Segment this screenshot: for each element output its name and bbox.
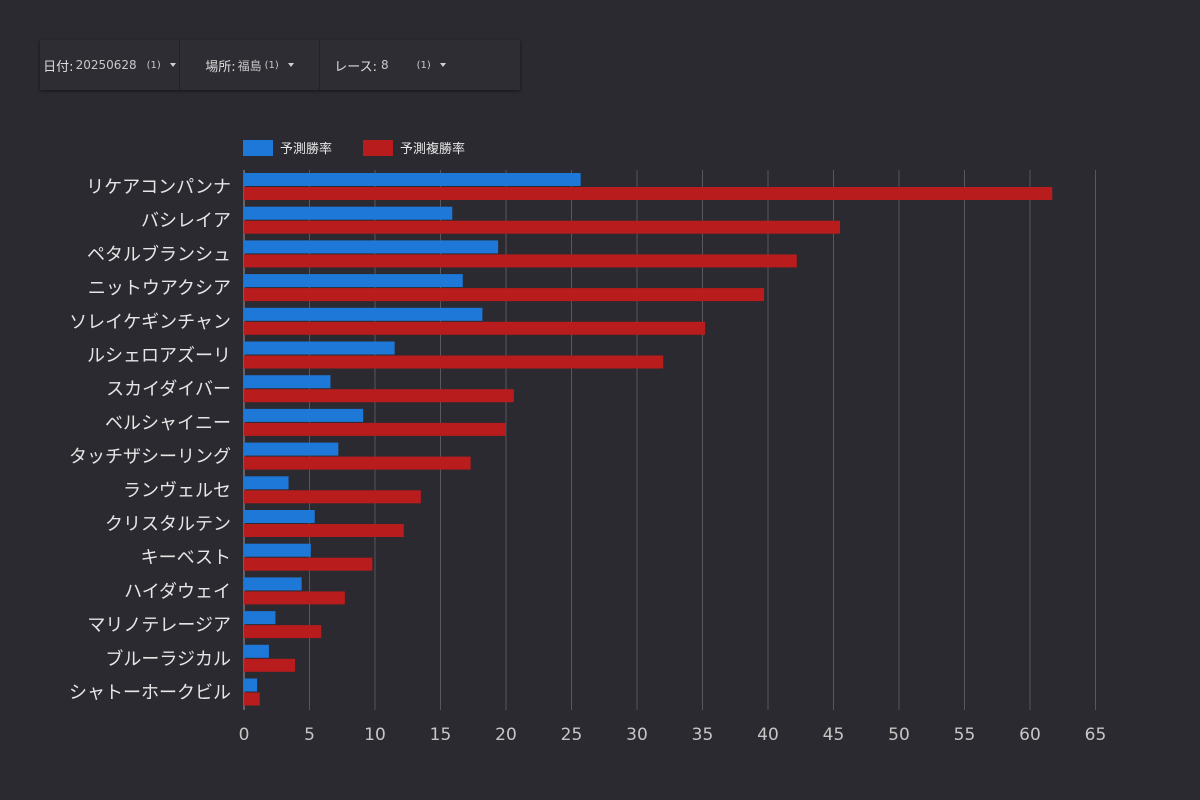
- date-filter-label: 日付:: [43, 59, 74, 75]
- place-rate-bar: [244, 591, 345, 605]
- category-label: クリスタルテン: [105, 514, 231, 535]
- category-label: リケアコンパンナ: [86, 177, 231, 198]
- category-label: ブルーラジカル: [105, 648, 231, 670]
- place-rate-bar: [244, 220, 841, 234]
- win-rate-bar: [244, 341, 395, 355]
- win-rate-bar: [244, 678, 258, 692]
- place-rate-bar: [244, 658, 296, 672]
- caret-down-icon: [439, 63, 446, 67]
- category-label: ルシェロアズーリ: [87, 346, 231, 367]
- win-rate-bar: [244, 408, 364, 422]
- race-filter-value: 8: [380, 58, 389, 72]
- category-label: タッチザシーリング: [69, 447, 231, 468]
- category-label: ペタルブランシュ: [87, 243, 231, 265]
- place-rate-bar: [244, 389, 514, 403]
- win-rate-bar: [244, 543, 311, 557]
- place-rate-bar: [244, 355, 664, 369]
- x-tick-label: 40: [757, 725, 779, 745]
- win-rate-bar: [244, 611, 276, 625]
- legend-label-place: 予測複勝率: [400, 141, 465, 157]
- x-tick-label: 5: [304, 725, 315, 745]
- category-label: ニットウアクシア: [88, 278, 231, 299]
- win-rate-bar: [244, 307, 483, 321]
- race-filter[interactable]: レース: 8 (1): [320, 40, 460, 90]
- category-label: シャトーホークビル: [69, 683, 231, 704]
- win-rate-bar: [244, 274, 463, 288]
- place-rate-bar: [244, 456, 471, 470]
- win-rate-bar: [244, 375, 331, 389]
- category-label: キーベスト: [141, 548, 231, 569]
- place-rate-bar: [244, 557, 373, 571]
- venue-filter-label: 場所:: [205, 59, 236, 75]
- x-tick-label: 60: [1019, 725, 1041, 745]
- place-rate-bar: [244, 254, 797, 268]
- place-rate-bar: [244, 692, 260, 706]
- x-tick-label: 55: [954, 725, 976, 745]
- place-rate-bar: [244, 422, 506, 436]
- place-rate-bar: [244, 321, 706, 335]
- caret-down-icon: [287, 63, 294, 67]
- x-tick-label: 35: [692, 725, 714, 745]
- category-label: マリノテレージア: [87, 615, 231, 636]
- place-rate-bar: [244, 524, 404, 537]
- date-filter[interactable]: 日付: 20250628 (1): [40, 40, 180, 90]
- category-label: バシレイア: [141, 211, 231, 232]
- legend-label-win: 予測勝率: [280, 141, 332, 157]
- filter-bar: 日付: 20250628 (1) 場所: 福島 (1) レース: 8 (1): [40, 40, 520, 90]
- win-rate-bar: [244, 240, 499, 254]
- win-rate-bar: [244, 644, 269, 658]
- category-label: ハイダウェイ: [124, 581, 231, 602]
- legend-swatch-win: [243, 140, 273, 156]
- x-tick-label: 65: [1085, 725, 1107, 745]
- x-tick-label: 20: [495, 725, 517, 745]
- win-rate-bar: [244, 476, 289, 490]
- race-filter-count: (1): [416, 59, 431, 71]
- x-tick-label: 0: [239, 725, 250, 745]
- place-rate-bar: [244, 625, 322, 639]
- date-filter-value: 20250628: [75, 58, 137, 72]
- x-tick-label: 25: [561, 725, 583, 745]
- place-rate-bar: [244, 187, 1053, 200]
- win-rate-bar: [244, 442, 339, 456]
- x-tick-label: 10: [364, 725, 386, 745]
- place-rate-bar: [244, 490, 421, 504]
- category-label: ソレイケギンチャン: [69, 312, 231, 333]
- date-filter-count: (1): [146, 59, 161, 71]
- win-rate-bar: [244, 510, 315, 523]
- category-label: スカイダイバー: [106, 379, 231, 400]
- place-rate-bar: [244, 288, 765, 302]
- category-label: ベルシャイニー: [105, 413, 231, 434]
- venue-filter-count: (1): [264, 59, 279, 71]
- x-tick-label: 15: [430, 725, 452, 745]
- x-tick-label: 50: [888, 725, 910, 745]
- win-rate-bar: [244, 577, 302, 591]
- caret-down-icon: [169, 63, 176, 67]
- win-rate-bar: [244, 173, 581, 186]
- venue-filter[interactable]: 場所: 福島 (1): [180, 40, 320, 90]
- x-tick-label: 30: [626, 725, 648, 745]
- legend-swatch-place: [363, 140, 393, 156]
- venue-filter-value: 福島: [237, 58, 262, 73]
- race-filter-label: レース:: [334, 59, 377, 75]
- win-rate-bar: [244, 206, 453, 220]
- category-label: ランヴェルセ: [123, 480, 231, 501]
- x-tick-label: 45: [823, 725, 845, 745]
